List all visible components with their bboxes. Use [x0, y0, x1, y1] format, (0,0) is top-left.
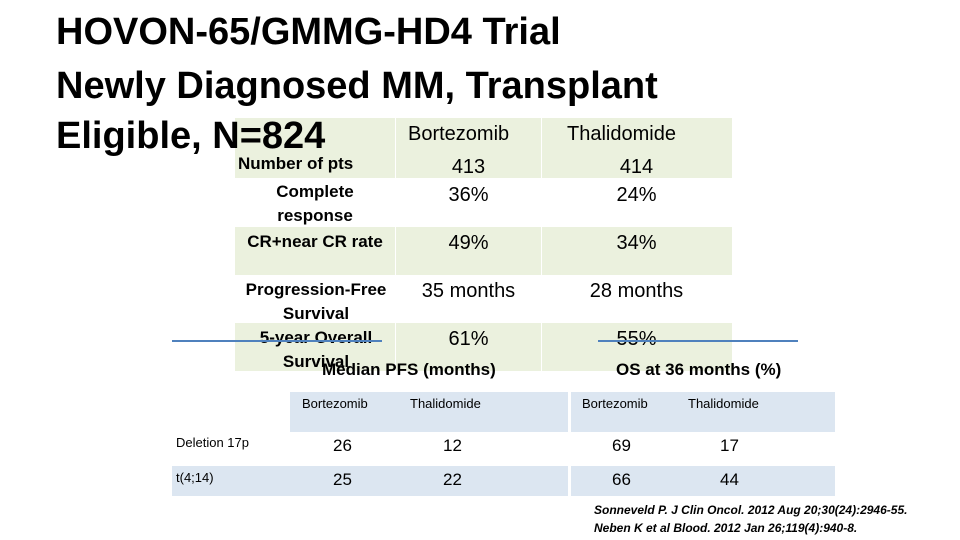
cyto-cell: 22: [443, 470, 462, 489]
overview-row-label: Complete response: [276, 182, 354, 225]
overview-band-os: [235, 323, 732, 371]
overview-row-label: 5-year Overall Survival: [259, 328, 373, 371]
cyto-cell: 44: [720, 470, 739, 489]
cyto-row-label: t(4;14): [176, 470, 214, 485]
title-line-2: Newly Diagnosed MM, Transplant: [56, 65, 658, 107]
cyto-cell: 12: [443, 436, 462, 455]
overview-cell-bortezomib: 413: [451, 156, 486, 178]
cyto-cell: 66: [612, 470, 631, 489]
divider-line: [598, 340, 798, 342]
overview-col-divider: [395, 118, 396, 371]
cyto-cell: 69: [612, 436, 631, 455]
overview-cell-thalidomide: 55%: [616, 328, 657, 350]
overview-cell-bortezomib: 35 months: [421, 280, 516, 302]
overview-col-thalidomide: Thalidomide: [567, 123, 676, 145]
cyto-col-header: Thalidomide: [410, 396, 481, 411]
overview-band-crnear: [235, 227, 732, 275]
cyto-cell: 26: [333, 436, 352, 455]
divider-line: [172, 340, 382, 342]
overview-cell-thalidomide: 414: [619, 156, 654, 178]
cyto-col-header: Thalidomide: [688, 396, 759, 411]
overview-cell-bortezomib: 49%: [448, 232, 489, 254]
cyto-row-band: [172, 466, 835, 496]
title-line-1: HOVON-65/GMMG-HD4 Trial: [56, 11, 561, 53]
cyto-col-gap: [568, 392, 571, 496]
overview-col-bortezomib: Bortezomib: [408, 123, 510, 145]
overview-cell-bortezomib: 36%: [448, 184, 489, 206]
citation-line-1: Sonneveld P. J Clin Oncol. 2012 Aug 20;3…: [594, 503, 908, 517]
overview-cell-bortezomib: 61%: [448, 328, 489, 350]
overview-row-label: CR+near CR rate: [247, 232, 383, 251]
overview-row-label: Progression-Free Survival: [245, 280, 387, 323]
cyto-cell: 25: [333, 470, 352, 489]
pfs-group-header: Median PFS (months): [322, 360, 496, 379]
os-group-header: OS at 36 months (%): [616, 360, 782, 379]
overview-cell-thalidomide: 34%: [616, 232, 657, 254]
citation-line-2: Neben K et al Blood. 2012 Jan 26;119(4):…: [594, 521, 858, 535]
title-line-3: Eligible, N=824: [56, 115, 326, 157]
cyto-col-header: Bortezomib: [302, 396, 368, 411]
cyto-row-label: Deletion 17p: [176, 435, 249, 450]
overview-cell-thalidomide: 24%: [616, 184, 657, 206]
cyto-cell: 17: [720, 436, 739, 455]
overview-band-header: [235, 118, 732, 178]
overview-row-label: Number of pts: [238, 154, 354, 173]
overview-cell-thalidomide: 28 months: [589, 280, 684, 302]
overview-col-divider-2: [541, 118, 542, 371]
cyto-col-header: Bortezomib: [582, 396, 648, 411]
cyto-header-band: [290, 392, 835, 432]
